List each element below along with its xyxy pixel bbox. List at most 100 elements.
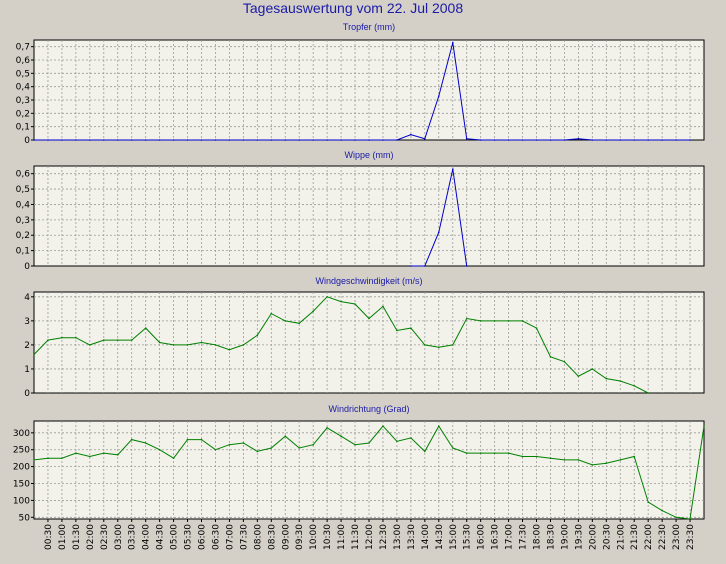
x-tick-label: 23:30 xyxy=(686,524,696,550)
x-tick-label: 14:00 xyxy=(421,524,431,550)
data-point xyxy=(33,353,35,356)
data-point xyxy=(465,452,468,454)
x-tick-label: 00:30 xyxy=(44,524,54,550)
x-tick-label: 22:00 xyxy=(644,524,654,550)
chart-title: Tropfer (mm) xyxy=(343,22,395,32)
data-point xyxy=(563,139,566,141)
data-point xyxy=(33,139,35,141)
data-point xyxy=(521,455,524,458)
data-point xyxy=(410,133,412,136)
data-point xyxy=(703,425,705,427)
y-tick-label: 0,5 xyxy=(16,69,30,79)
data-point xyxy=(144,139,147,141)
data-point xyxy=(61,457,63,460)
data-point xyxy=(130,139,133,141)
data-point xyxy=(144,327,147,329)
data-point xyxy=(549,139,552,141)
chart-panel-2: Wippe (mm) 0 0,1 0,2 0,3 0,4 0,5 0,6 xyxy=(16,150,705,272)
x-tick-label: 02:00 xyxy=(86,524,96,550)
data-point xyxy=(284,139,287,141)
x-tick-label: 09:30 xyxy=(295,524,305,550)
data-point xyxy=(61,139,63,141)
data-point xyxy=(312,139,315,141)
data-point xyxy=(661,509,663,512)
data-point xyxy=(214,139,217,141)
y-tick-label: 0,5 xyxy=(16,185,30,195)
data-point xyxy=(200,438,203,441)
data-point xyxy=(75,336,77,339)
data-point xyxy=(270,312,273,315)
data-point xyxy=(549,457,552,460)
y-tick-label: 2 xyxy=(24,341,30,351)
x-tick-label: 09:00 xyxy=(281,524,291,550)
data-point xyxy=(340,435,342,438)
data-point xyxy=(270,139,273,141)
data-point xyxy=(117,454,119,456)
data-point xyxy=(591,139,594,141)
data-point xyxy=(368,139,370,141)
data-point xyxy=(382,305,384,308)
data-point xyxy=(452,168,454,170)
data-point xyxy=(144,442,147,444)
data-point xyxy=(535,455,538,458)
data-point xyxy=(103,339,105,341)
x-tick-label: 12:30 xyxy=(379,524,389,550)
data-point xyxy=(89,139,91,141)
x-tick-label: 13:30 xyxy=(407,524,417,550)
data-point xyxy=(312,310,315,313)
data-point xyxy=(605,377,608,380)
data-point xyxy=(75,452,77,454)
x-tick-label: 16:00 xyxy=(477,524,487,550)
data-point xyxy=(47,457,49,460)
y-tick-label: 0,6 xyxy=(16,170,31,180)
data-point xyxy=(382,139,384,141)
data-point xyxy=(507,139,510,141)
data-point xyxy=(89,455,91,458)
data-point xyxy=(424,137,426,140)
y-tick-label: 250 xyxy=(13,446,30,456)
chart-panel-3: Windgeschwindigkeit (m/s) 0 1 2 3 4 xyxy=(24,276,705,399)
x-tick-label: 10:30 xyxy=(323,524,333,550)
data-point xyxy=(424,265,426,267)
x-tick-label: 08:30 xyxy=(267,524,277,550)
data-point xyxy=(298,139,301,141)
data-point xyxy=(172,139,175,141)
y-tick-label: 0,3 xyxy=(16,216,30,226)
x-tick-label: 12:00 xyxy=(365,524,375,550)
x-tick-label: 18:30 xyxy=(546,524,556,550)
data-point xyxy=(479,320,482,322)
data-point xyxy=(47,339,49,341)
data-point xyxy=(675,139,677,141)
x-tick-label: 06:30 xyxy=(211,524,221,550)
y-tick-label: 0,1 xyxy=(16,123,30,133)
data-point xyxy=(242,442,245,444)
y-tick-label: 50 xyxy=(19,513,31,523)
data-point xyxy=(61,336,63,339)
data-point xyxy=(354,443,356,446)
y-tick-label: 0,2 xyxy=(16,109,30,119)
data-point xyxy=(326,427,328,429)
y-tick-label: 0,1 xyxy=(16,247,30,257)
data-point xyxy=(493,452,496,454)
data-point xyxy=(452,41,454,44)
data-point xyxy=(535,139,538,141)
data-point xyxy=(368,317,370,320)
data-point xyxy=(452,447,454,449)
data-point xyxy=(396,440,398,443)
y-tick-label: 0,7 xyxy=(16,43,30,53)
data-point xyxy=(452,344,454,346)
data-point xyxy=(507,320,510,322)
x-tick-label: 14:30 xyxy=(435,524,445,550)
x-tick-label: 10:00 xyxy=(309,524,319,550)
data-point xyxy=(479,452,482,454)
x-tick-label: 04:00 xyxy=(142,524,152,550)
data-point xyxy=(619,380,622,382)
y-tick-label: 300 xyxy=(13,429,30,439)
y-tick-label: 3 xyxy=(24,317,30,327)
data-point xyxy=(242,139,245,141)
data-point xyxy=(47,139,49,141)
data-point xyxy=(214,344,217,346)
data-point xyxy=(75,139,77,141)
data-point xyxy=(33,459,35,461)
data-point xyxy=(521,320,524,322)
